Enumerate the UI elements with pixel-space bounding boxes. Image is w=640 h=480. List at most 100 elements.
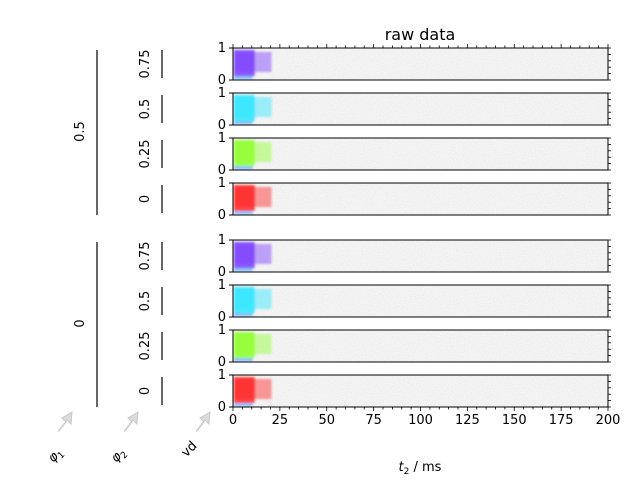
y-tick-label: 1	[218, 86, 226, 101]
phi2-dimension-label: φ2	[108, 411, 139, 467]
x-tick-label: 150	[502, 413, 527, 428]
panel-phi1-0.5-phi2-0.5: 10	[218, 86, 611, 133]
signal-blob	[234, 287, 272, 316]
phi2-value-label: 0.5	[138, 99, 153, 120]
phi2-value-label: 0.75	[138, 50, 153, 79]
signal-tail	[234, 334, 272, 354]
phi1-group-label: 0.5	[73, 121, 88, 142]
panel-noise	[233, 375, 608, 407]
panel-noise	[233, 93, 608, 125]
signal-tail	[234, 244, 272, 264]
panel-phi1-0-phi2-0.25: 10	[218, 323, 611, 370]
phi2-value-label: 0.25	[138, 332, 153, 361]
x-tick-label: 200	[596, 413, 621, 428]
panel-phi1-0-phi2-0.5: 10	[218, 278, 611, 325]
x-tick-label: 100	[408, 413, 433, 428]
x-axis-label-sub: 2	[404, 467, 410, 477]
y-tick-label: 0	[218, 163, 226, 178]
y-tick-label: 0	[218, 73, 226, 88]
panel-phi1-0-phi2-0.75: 10	[218, 233, 611, 280]
phi2-value-label: 0.25	[138, 140, 153, 169]
signal-blob	[234, 50, 272, 79]
signal-edge	[234, 403, 253, 406]
svg-text:φ2: φ2	[108, 445, 130, 467]
x-tick-label: 50	[318, 413, 335, 428]
x-tick-label: 0	[229, 413, 237, 428]
signal-edge	[234, 121, 253, 124]
signal-edge	[234, 76, 253, 79]
svg-text:φ1: φ1	[45, 445, 67, 467]
x-tick-label: 25	[272, 413, 289, 428]
signal-tail	[234, 187, 272, 207]
y-tick-label: 0	[218, 265, 226, 280]
x-axis-label: t2 / ms	[399, 460, 442, 477]
x-tick-label: 175	[549, 413, 574, 428]
phi2-value-label: 0	[138, 387, 153, 395]
y-tick-label: 1	[218, 323, 226, 338]
x-tick-label: 125	[455, 413, 480, 428]
signal-edge	[234, 313, 253, 316]
panel-noise	[233, 48, 608, 80]
y-tick-label: 1	[218, 368, 226, 383]
panel-frame	[232, 239, 609, 273]
x-tick-label: 75	[365, 413, 382, 428]
signal-blob	[234, 95, 272, 124]
signal-tail	[234, 52, 272, 72]
phi2-value-label: 0.5	[138, 291, 153, 312]
signal-edge	[234, 358, 253, 361]
phi2-label-sub: 2	[119, 450, 130, 461]
vd-label: vd	[179, 439, 201, 461]
y-tick-label: 1	[218, 41, 226, 56]
signal-blob	[234, 185, 272, 214]
panel-frame	[232, 137, 609, 171]
signal-edge	[234, 211, 253, 214]
phi2-arrow-icon	[123, 411, 139, 433]
panel-noise	[233, 330, 608, 362]
panel-phi1-0.5-phi2-0.75: 10	[218, 41, 611, 88]
signal-blob	[234, 140, 272, 169]
y-tick-label: 0	[218, 208, 226, 223]
panel-noise	[233, 285, 608, 317]
vd-dimension-label: vd	[179, 411, 211, 461]
phi2-value-label: 0.75	[138, 242, 153, 271]
y-tick-label: 1	[218, 131, 226, 146]
phi1-group-label: 0	[73, 319, 88, 327]
phi1-arrow-icon	[57, 411, 73, 433]
x-axis: 0 25 50 75 100 125 150 175 200	[229, 407, 621, 428]
signal-blob	[234, 242, 272, 271]
signal-blob	[234, 332, 272, 361]
chart-title: raw data	[385, 25, 456, 44]
panel-noise	[233, 240, 608, 272]
x-axis-label-var: t	[399, 460, 405, 475]
panel-noise	[233, 183, 608, 215]
signal-blob	[234, 377, 272, 406]
y-tick-label: 1	[218, 233, 226, 248]
panel-frame	[232, 284, 609, 318]
signal-tail	[234, 142, 272, 162]
panel-noise	[233, 138, 608, 170]
signal-tail	[234, 289, 272, 309]
y-tick-label: 0	[218, 400, 226, 415]
signal-tail	[234, 379, 272, 399]
y-tick-label: 1	[218, 176, 226, 191]
y-tick-label: 1	[218, 278, 226, 293]
signal-edge	[234, 268, 253, 271]
signal-tail	[234, 97, 272, 117]
panel-frame	[232, 182, 609, 216]
y-tick-label: 0	[218, 355, 226, 370]
panel-phi1-0.5-phi2-0: 10	[218, 176, 611, 223]
panel-frame	[232, 329, 609, 363]
panel-phi1-0.5-phi2-0.25: 10	[218, 131, 611, 178]
y-tick-label: 0	[218, 310, 226, 325]
vd-arrow-icon	[195, 411, 211, 433]
y-tick-label: 0	[218, 118, 226, 133]
signal-edge	[234, 166, 253, 169]
phi1-dimension-label: φ1	[45, 411, 73, 467]
phi2-value-label: 0	[138, 195, 153, 203]
phi1-label-sub: 1	[56, 450, 67, 461]
panel-frame	[232, 92, 609, 126]
x-axis-label-unit: / ms	[409, 460, 441, 475]
panel-phi1-0-phi2-0: 10	[218, 368, 611, 415]
